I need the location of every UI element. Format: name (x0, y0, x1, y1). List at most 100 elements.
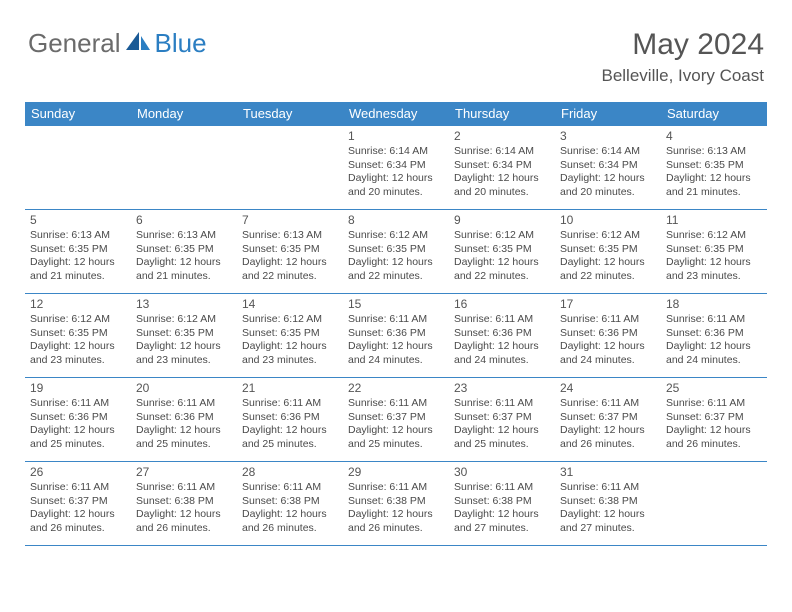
day-number: 30 (454, 465, 550, 480)
sunrise-text: Sunrise: 6:11 AM (348, 313, 444, 326)
sunrise-text: Sunrise: 6:14 AM (348, 145, 444, 158)
sunset-text: Sunset: 6:37 PM (30, 495, 126, 508)
daylight2-text: and 22 minutes. (560, 270, 656, 283)
sunset-text: Sunset: 6:37 PM (666, 411, 762, 424)
sunset-text: Sunset: 6:34 PM (348, 159, 444, 172)
calendar-cell: 28Sunrise: 6:11 AMSunset: 6:38 PMDayligh… (237, 462, 343, 546)
sunset-text: Sunset: 6:36 PM (560, 327, 656, 340)
sunset-text: Sunset: 6:36 PM (454, 327, 550, 340)
daylight1-text: Daylight: 12 hours (30, 508, 126, 521)
sunset-text: Sunset: 6:38 PM (454, 495, 550, 508)
calendar-cell: 13Sunrise: 6:12 AMSunset: 6:35 PMDayligh… (131, 294, 237, 378)
calendar-cell: 24Sunrise: 6:11 AMSunset: 6:37 PMDayligh… (555, 378, 661, 462)
daylight2-text: and 20 minutes. (454, 186, 550, 199)
day-header: Sunday (25, 102, 131, 126)
sunset-text: Sunset: 6:35 PM (242, 327, 338, 340)
calendar-cell: 1Sunrise: 6:14 AMSunset: 6:34 PMDaylight… (343, 126, 449, 210)
sunrise-text: Sunrise: 6:13 AM (666, 145, 762, 158)
daylight2-text: and 24 minutes. (454, 354, 550, 367)
calendar-row: 12Sunrise: 6:12 AMSunset: 6:35 PMDayligh… (25, 294, 767, 378)
calendar-cell: 27Sunrise: 6:11 AMSunset: 6:38 PMDayligh… (131, 462, 237, 546)
calendar-cell: 3Sunrise: 6:14 AMSunset: 6:34 PMDaylight… (555, 126, 661, 210)
sunset-text: Sunset: 6:36 PM (666, 327, 762, 340)
sunrise-text: Sunrise: 6:12 AM (454, 229, 550, 242)
day-number: 24 (560, 381, 656, 396)
sunset-text: Sunset: 6:36 PM (136, 411, 232, 424)
calendar-cell: 14Sunrise: 6:12 AMSunset: 6:35 PMDayligh… (237, 294, 343, 378)
daylight1-text: Daylight: 12 hours (136, 508, 232, 521)
calendar-cell: 10Sunrise: 6:12 AMSunset: 6:35 PMDayligh… (555, 210, 661, 294)
calendar-cell: 2Sunrise: 6:14 AMSunset: 6:34 PMDaylight… (449, 126, 555, 210)
sunrise-text: Sunrise: 6:11 AM (454, 313, 550, 326)
daylight1-text: Daylight: 12 hours (454, 508, 550, 521)
sunset-text: Sunset: 6:37 PM (454, 411, 550, 424)
calendar-cell (25, 126, 131, 210)
calendar-cell: 15Sunrise: 6:11 AMSunset: 6:36 PMDayligh… (343, 294, 449, 378)
daylight2-text: and 24 minutes. (560, 354, 656, 367)
day-number: 11 (666, 213, 762, 228)
sunrise-text: Sunrise: 6:11 AM (454, 481, 550, 494)
sunrise-text: Sunrise: 6:13 AM (242, 229, 338, 242)
sunset-text: Sunset: 6:35 PM (136, 243, 232, 256)
day-number: 23 (454, 381, 550, 396)
daylight2-text: and 25 minutes. (136, 438, 232, 451)
day-number: 15 (348, 297, 444, 312)
day-number: 21 (242, 381, 338, 396)
daylight1-text: Daylight: 12 hours (136, 340, 232, 353)
calendar-cell: 7Sunrise: 6:13 AMSunset: 6:35 PMDaylight… (237, 210, 343, 294)
day-number: 17 (560, 297, 656, 312)
calendar-cell: 25Sunrise: 6:11 AMSunset: 6:37 PMDayligh… (661, 378, 767, 462)
daylight1-text: Daylight: 12 hours (454, 424, 550, 437)
sunrise-text: Sunrise: 6:12 AM (348, 229, 444, 242)
calendar-row: 5Sunrise: 6:13 AMSunset: 6:35 PMDaylight… (25, 210, 767, 294)
sunrise-text: Sunrise: 6:12 AM (136, 313, 232, 326)
daylight1-text: Daylight: 12 hours (348, 508, 444, 521)
sunrise-text: Sunrise: 6:11 AM (136, 397, 232, 410)
daylight1-text: Daylight: 12 hours (454, 256, 550, 269)
daylight2-text: and 20 minutes. (348, 186, 444, 199)
day-number: 7 (242, 213, 338, 228)
daylight1-text: Daylight: 12 hours (30, 424, 126, 437)
calendar-cell: 6Sunrise: 6:13 AMSunset: 6:35 PMDaylight… (131, 210, 237, 294)
sunrise-text: Sunrise: 6:11 AM (348, 397, 444, 410)
sunrise-text: Sunrise: 6:11 AM (666, 397, 762, 410)
sunset-text: Sunset: 6:36 PM (348, 327, 444, 340)
daylight1-text: Daylight: 12 hours (242, 256, 338, 269)
daylight2-text: and 22 minutes. (454, 270, 550, 283)
day-header-row: Sunday Monday Tuesday Wednesday Thursday… (25, 102, 767, 126)
day-number: 4 (666, 129, 762, 144)
day-number: 14 (242, 297, 338, 312)
day-number: 29 (348, 465, 444, 480)
daylight1-text: Daylight: 12 hours (666, 340, 762, 353)
sunset-text: Sunset: 6:34 PM (560, 159, 656, 172)
day-header: Wednesday (343, 102, 449, 126)
daylight1-text: Daylight: 12 hours (666, 172, 762, 185)
sunrise-text: Sunrise: 6:12 AM (666, 229, 762, 242)
day-number: 1 (348, 129, 444, 144)
title-block: May 2024 Belleville, Ivory Coast (601, 28, 764, 86)
sunset-text: Sunset: 6:35 PM (666, 243, 762, 256)
daylight2-text: and 22 minutes. (242, 270, 338, 283)
day-number: 5 (30, 213, 126, 228)
daylight2-text: and 26 minutes. (136, 522, 232, 535)
calendar-cell: 21Sunrise: 6:11 AMSunset: 6:36 PMDayligh… (237, 378, 343, 462)
daylight1-text: Daylight: 12 hours (242, 508, 338, 521)
calendar-cell: 16Sunrise: 6:11 AMSunset: 6:36 PMDayligh… (449, 294, 555, 378)
daylight1-text: Daylight: 12 hours (454, 340, 550, 353)
calendar-cell: 11Sunrise: 6:12 AMSunset: 6:35 PMDayligh… (661, 210, 767, 294)
calendar-cell: 26Sunrise: 6:11 AMSunset: 6:37 PMDayligh… (25, 462, 131, 546)
sunrise-text: Sunrise: 6:11 AM (242, 397, 338, 410)
sunrise-text: Sunrise: 6:11 AM (666, 313, 762, 326)
sunrise-text: Sunrise: 6:14 AM (454, 145, 550, 158)
sunrise-text: Sunrise: 6:11 AM (560, 313, 656, 326)
sunset-text: Sunset: 6:35 PM (242, 243, 338, 256)
day-number: 6 (136, 213, 232, 228)
daylight1-text: Daylight: 12 hours (560, 508, 656, 521)
sunrise-text: Sunrise: 6:11 AM (560, 481, 656, 494)
daylight1-text: Daylight: 12 hours (30, 256, 126, 269)
day-number: 19 (30, 381, 126, 396)
daylight2-text: and 20 minutes. (560, 186, 656, 199)
daylight2-text: and 25 minutes. (242, 438, 338, 451)
day-header: Friday (555, 102, 661, 126)
brand-logo: General Blue (28, 28, 207, 59)
